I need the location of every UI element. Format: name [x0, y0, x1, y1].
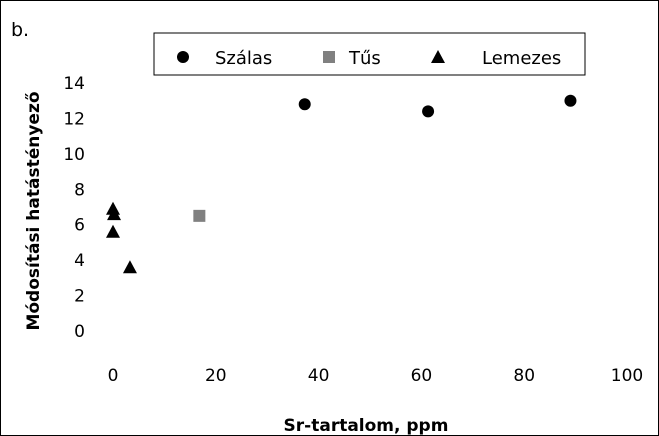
x-tick-label: 100	[611, 366, 643, 386]
legend-marker-square	[323, 51, 335, 63]
x-tick-label: 0	[108, 366, 119, 386]
data-point-triangle	[106, 224, 120, 238]
y-tick-label: 10	[63, 145, 85, 165]
y-tick-label: 6	[74, 216, 85, 236]
x-tick-label: 40	[308, 366, 330, 386]
data-points	[106, 94, 577, 274]
data-point-triangle	[107, 207, 122, 221]
legend-box	[153, 32, 586, 76]
y-tick-label: 0	[74, 322, 85, 342]
y-tick-label: 8	[74, 180, 85, 200]
y-tick-label: 14	[63, 74, 85, 94]
data-point-circle	[298, 98, 311, 111]
y-axis-ticks: 0 2 4 6 8 10 12 14	[63, 74, 85, 342]
x-axis-title: Sr-tartalom, ppm	[284, 416, 449, 435]
data-point-triangle	[106, 201, 120, 215]
x-tick-label: 60	[411, 366, 433, 386]
panel-label: b.	[11, 19, 30, 41]
legend-label: Szálas	[215, 48, 272, 69]
legend-label: Lemezes	[482, 48, 561, 69]
x-tick-label: 20	[205, 366, 227, 386]
legend-label: Tűs	[348, 48, 381, 69]
legend: Szálas Tűs Lemezes	[177, 48, 561, 69]
x-axis-ticks: 0 20 40 60 80 100	[108, 366, 644, 386]
y-tick-label: 2	[74, 287, 85, 307]
legend-marker-circle	[177, 51, 189, 63]
data-point-circle	[422, 105, 435, 118]
y-tick-label: 4	[74, 251, 85, 271]
y-tick-label: 12	[63, 109, 85, 129]
x-tick-label: 80	[513, 366, 535, 386]
data-point-triangle	[122, 260, 137, 274]
y-axis-title: Módosítási hatástényező	[24, 91, 44, 330]
data-point-circle	[564, 94, 577, 107]
legend-marker-triangle	[431, 50, 445, 63]
data-point-square	[193, 209, 206, 222]
